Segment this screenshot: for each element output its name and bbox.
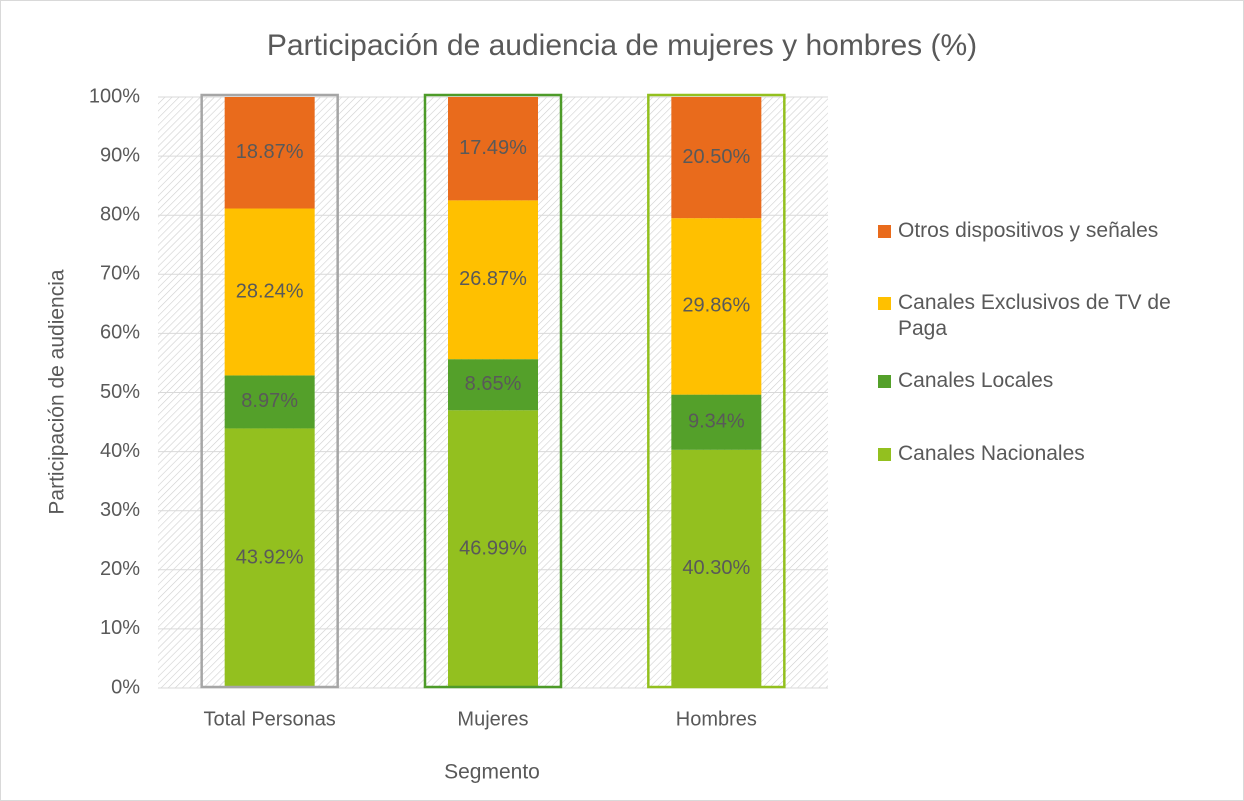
legend-swatch — [878, 225, 891, 238]
bar-segment — [448, 410, 538, 688]
y-tick-label: 60% — [100, 322, 140, 344]
y-tick-label: 10% — [100, 617, 140, 639]
data-label: 9.34% — [688, 411, 745, 433]
data-label: 29.86% — [682, 295, 750, 317]
chart-title: Participación de audiencia de mujeres y … — [267, 29, 977, 62]
bar-segment — [671, 218, 762, 395]
category-outline — [423, 93, 563, 689]
category-outline — [647, 93, 786, 689]
y-tick-label: 50% — [100, 381, 140, 403]
bar-segment — [448, 97, 538, 201]
x-axis-title: Segmento — [444, 761, 540, 784]
legend-item: Canales Nacionales — [878, 441, 1223, 467]
data-label: 17.49% — [459, 137, 527, 159]
y-tick-label: 80% — [100, 203, 140, 225]
legend-label: Otros dispositivos y señales — [898, 219, 1159, 242]
y-axis-title: Participación de audiencia — [46, 269, 69, 514]
data-label: 43.92% — [236, 546, 304, 568]
x-tick-label: Mujeres — [457, 708, 528, 730]
bar-segment — [224, 208, 315, 376]
bar-segment — [671, 97, 762, 219]
legend-item: Canales Locales — [878, 368, 1223, 394]
legend-swatch — [878, 375, 891, 388]
legend-swatch — [878, 448, 891, 461]
category-outline — [200, 93, 339, 689]
legend-item: Canales Exclusivos de TV de Paga — [878, 290, 1223, 342]
y-tick-label: 0% — [111, 676, 140, 698]
y-tick-label: 40% — [100, 440, 140, 462]
y-tick-label: 90% — [100, 144, 140, 166]
legend-label: Canales Exclusivos de TV de Paga — [898, 291, 1171, 340]
y-tick-label: 20% — [100, 558, 140, 580]
data-label: 8.65% — [465, 373, 522, 395]
x-tick-label: Total Personas — [204, 708, 336, 730]
data-label: 20.50% — [682, 146, 750, 168]
legend-swatch — [878, 297, 891, 310]
bar-segment — [448, 200, 538, 360]
bar-segment — [671, 449, 762, 688]
y-tick-label: 100% — [89, 85, 140, 107]
legend-label: Canales Locales — [898, 369, 1054, 392]
data-label: 28.24% — [236, 280, 304, 302]
x-tick-label: Hombres — [676, 708, 757, 730]
data-label: 26.87% — [459, 268, 527, 290]
data-label: 40.30% — [682, 557, 750, 579]
data-label: 18.87% — [236, 141, 304, 163]
legend-item: Otros dispositivos y señales — [878, 218, 1223, 244]
bar-segment — [224, 428, 315, 688]
legend-label: Canales Nacionales — [898, 442, 1085, 465]
data-label: 8.97% — [241, 390, 298, 412]
bar-segment — [224, 375, 315, 429]
y-tick-label: 30% — [100, 499, 140, 521]
bar-segment — [448, 359, 538, 411]
data-label: 46.99% — [459, 537, 527, 559]
bar-segment — [224, 97, 315, 209]
y-tick-label: 70% — [100, 263, 140, 285]
bar-segment — [671, 394, 762, 450]
